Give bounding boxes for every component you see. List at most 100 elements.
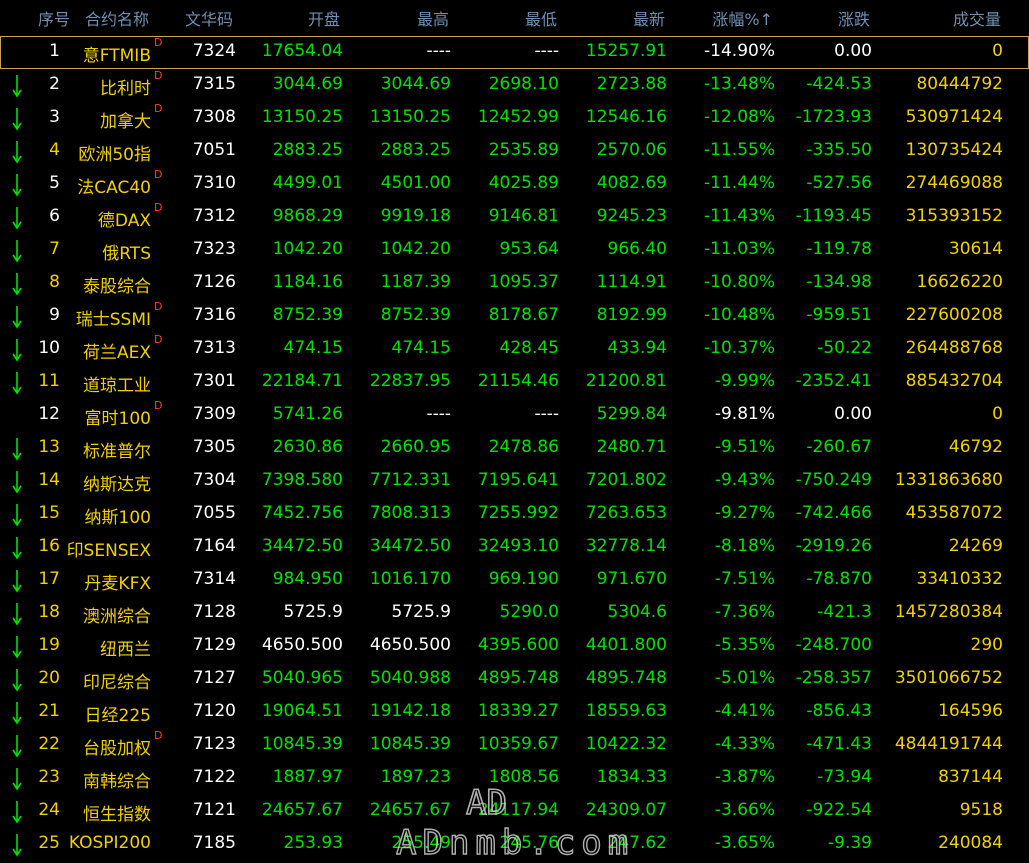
pct-change-cell: -4.41% — [714, 701, 775, 721]
table-row[interactable]: 24 7121 24657.67 24657.67 24117.94 24309.07 -3… — [0, 795, 1029, 828]
table-row[interactable]: 14 7304 7398.580 7712.331 7195.641 7201.802 -9… — [0, 465, 1029, 498]
volume-cell: 24269 — [948, 536, 1003, 556]
table-row[interactable]: 22 7123 10845.39 10845.39 10359.67 10422.32 -4… — [0, 729, 1029, 762]
code-cell: 7051 — [192, 140, 236, 160]
table-row[interactable]: 10 7313 474.15 474.15 428.45 433.94 -10.37% -50… — [0, 333, 1029, 366]
table-row[interactable]: 7 7323 1042.20 1042.20 953.64 966.40 -11.03% -1… — [0, 234, 1029, 267]
down-arrow-icon — [12, 702, 22, 725]
code-cell: 7164 — [192, 536, 236, 556]
last-cell: 1114.91 — [596, 272, 667, 292]
volume-cell: 837144 — [938, 767, 1003, 787]
down-arrow-icon — [12, 669, 22, 692]
col-header-name[interactable]: 合约名称 — [85, 10, 150, 29]
code-cell: 7324 — [192, 41, 236, 61]
last-cell: 8192.99 — [596, 305, 667, 325]
volume-cell: 530971424 — [905, 107, 1003, 127]
table-row[interactable]: 15 7055 7452.756 7808.313 7255.992 7263.653 -9… — [0, 498, 1029, 531]
open-cell: 4650.500 — [261, 635, 343, 655]
down-arrow-icon — [12, 471, 22, 494]
col-header-seq[interactable]: 序号 — [38, 10, 71, 29]
last-cell: 1834.33 — [596, 767, 667, 787]
table-row[interactable]: 21 7120 19064.51 19142.18 18339.27 18559.63 -4… — [0, 696, 1029, 729]
seq-cell: 13 — [38, 437, 60, 457]
high-cell: 10845.39 — [369, 734, 451, 754]
col-header-chg[interactable]: 涨跌 — [837, 10, 870, 29]
open-cell: 2883.25 — [272, 140, 343, 160]
table-row[interactable]: 9 7316 8752.39 8752.39 8178.67 8192.99 -10.48%… — [0, 300, 1029, 333]
high-cell: 4501.00 — [380, 173, 451, 193]
table-row[interactable]: 25 7185 253.93 255.49 245.76 247.62 -3.65% -9.3… — [0, 828, 1029, 861]
open-cell: 8752.39 — [272, 305, 343, 325]
table-row[interactable]: 23 7122 1887.97 1897.23 1808.56 1834.33 -3.87%… — [0, 762, 1029, 795]
volume-cell: 9518 — [959, 800, 1003, 820]
seq-cell: 9 — [49, 305, 60, 325]
open-cell: 5741.26 — [272, 404, 343, 424]
table-row[interactable]: 2 7315 3044.69 3044.69 2698.10 2723.88 -13.48%… — [0, 69, 1029, 102]
table-row[interactable]: 5 7310 4499.01 4501.00 4025.89 4082.69 -11.44%… — [0, 168, 1029, 201]
code-cell: 7128 — [192, 602, 236, 622]
change-cell: -959.51 — [806, 305, 872, 325]
table-row[interactable]: 18 7128 5725.9 5725.9 5290.0 5304.6 -7.36% -421… — [0, 597, 1029, 630]
table-row[interactable]: 20 7127 5040.965 5040.988 4895.748 4895.748 -5… — [0, 663, 1029, 696]
high-cell: 22837.95 — [369, 371, 451, 391]
code-cell: 7304 — [192, 470, 236, 490]
seq-cell: 12 — [38, 404, 60, 424]
last-cell: 32778.14 — [585, 536, 667, 556]
table-row[interactable]: 6 7312 9868.29 9919.18 9146.81 9245.23 -11.43%… — [0, 201, 1029, 234]
pct-change-cell: -11.03% — [704, 239, 775, 259]
change-cell: -260.67 — [806, 437, 872, 457]
table-row[interactable]: 13 7305 2630.86 2660.95 2478.86 2480.71 -9.51%… — [0, 432, 1029, 465]
low-cell: 5290.0 — [499, 602, 559, 622]
open-cell: 3044.69 — [272, 74, 343, 94]
table-row[interactable]: 1 7324 17654.04 ---- ---- 15257.91 -14.90% 0.00… — [0, 36, 1029, 69]
change-cell: -50.22 — [817, 338, 872, 358]
high-cell: 474.15 — [391, 338, 451, 358]
table-row[interactable]: 4 7051 2883.25 2883.25 2535.89 2570.06 -11.55%… — [0, 135, 1029, 168]
seq-cell: 3 — [49, 107, 60, 127]
pct-change-cell: -3.66% — [714, 800, 775, 820]
table-row[interactable]: 16 7164 34472.50 34472.50 32493.10 32778.14 -8… — [0, 531, 1029, 564]
change-cell: -335.50 — [806, 140, 872, 160]
volume-cell: 227600208 — [905, 305, 1003, 325]
table-row[interactable]: 3 7308 13150.25 13150.25 12452.99 12546.16 -12… — [0, 102, 1029, 135]
last-cell: 24309.07 — [585, 800, 667, 820]
low-cell: 2698.10 — [488, 74, 559, 94]
col-header-high[interactable]: 最高 — [416, 10, 449, 29]
last-cell: 2570.06 — [596, 140, 667, 160]
volume-cell: 290 — [970, 635, 1003, 655]
low-cell: ---- — [534, 404, 559, 424]
low-cell: 969.190 — [488, 569, 559, 589]
col-header-pct-sort[interactable]: 涨幅%↑ — [712, 10, 773, 29]
pct-change-cell: -13.48% — [704, 74, 775, 94]
table-row[interactable]: 19 7129 4650.500 4650.500 4395.600 4401.800 -5… — [0, 630, 1029, 663]
contract-name-cell: KOSPI200 — [68, 833, 151, 853]
down-arrow-icon — [12, 801, 22, 824]
contract-name-cell: 印尼综合 — [83, 673, 151, 693]
contract-name-cell: 纳斯100 — [84, 508, 151, 528]
open-cell: 24657.67 — [261, 800, 343, 820]
high-cell: 2660.95 — [380, 437, 451, 457]
code-cell: 7309 — [192, 404, 236, 424]
seq-cell: 21 — [38, 701, 60, 721]
down-arrow-icon — [12, 372, 22, 395]
contract-name-cell: 意FTMIB — [82, 46, 151, 66]
col-header-vol[interactable]: 成交量 — [952, 10, 1001, 29]
table-row[interactable]: 8 7126 1184.16 1187.39 1095.37 1114.91 -10.80%… — [0, 267, 1029, 300]
code-cell: 7123 — [192, 734, 236, 754]
col-header-last[interactable]: 最新 — [632, 10, 665, 29]
col-header-code[interactable]: 文华码 — [185, 10, 234, 29]
table-row[interactable]: 11 7301 22184.71 22837.95 21154.46 21200.81 -9… — [0, 366, 1029, 399]
down-arrow-icon — [12, 75, 22, 98]
contract-name-cell: 俄RTS — [102, 244, 151, 264]
volume-cell: 30614 — [948, 239, 1003, 259]
low-cell: 428.45 — [499, 338, 559, 358]
table-row[interactable]: 12 7309 5741.26 ---- ---- 5299.84 -9.81% 0.00 0 富… — [0, 399, 1029, 432]
col-header-open[interactable]: 开盘 — [307, 10, 340, 29]
low-cell: ---- — [534, 41, 559, 61]
low-cell: 2478.86 — [488, 437, 559, 457]
low-cell: 9146.81 — [488, 206, 559, 226]
pct-change-cell: -11.43% — [704, 206, 775, 226]
table-row[interactable]: 17 7314 984.950 1016.170 969.190 971.670 -7.51… — [0, 564, 1029, 597]
down-arrow-icon — [12, 141, 22, 164]
col-header-low[interactable]: 最低 — [524, 10, 557, 29]
